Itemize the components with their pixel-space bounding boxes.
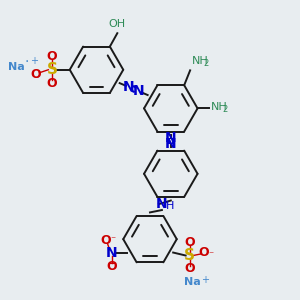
Text: O: O <box>184 236 195 249</box>
Text: 2: 2 <box>203 59 209 68</box>
Text: O: O <box>101 234 111 247</box>
Text: NH: NH <box>211 102 228 112</box>
Text: O: O <box>199 246 209 259</box>
Text: O: O <box>46 76 57 90</box>
Text: N: N <box>165 137 177 151</box>
Text: O: O <box>184 262 195 275</box>
Text: ⁻: ⁻ <box>209 250 214 260</box>
Text: N: N <box>156 196 168 211</box>
Text: O: O <box>30 68 41 81</box>
Text: S: S <box>184 248 195 263</box>
Text: ·: · <box>25 55 29 69</box>
Text: ⁻: ⁻ <box>110 236 116 246</box>
Text: Na: Na <box>184 277 201 287</box>
Text: ⁻: ⁻ <box>33 75 38 85</box>
Text: +: + <box>30 56 38 66</box>
Text: OH: OH <box>109 19 126 29</box>
Text: N: N <box>133 84 145 98</box>
Text: +: + <box>201 275 209 285</box>
Text: O: O <box>46 50 57 63</box>
Text: NH: NH <box>192 56 208 66</box>
Text: S: S <box>46 62 57 77</box>
Text: H: H <box>166 202 175 212</box>
Text: 2: 2 <box>223 105 228 114</box>
Text: N: N <box>165 131 177 146</box>
Text: O: O <box>107 260 117 273</box>
Text: N: N <box>106 245 118 260</box>
Text: Na: Na <box>8 62 25 72</box>
Text: N: N <box>123 80 134 94</box>
